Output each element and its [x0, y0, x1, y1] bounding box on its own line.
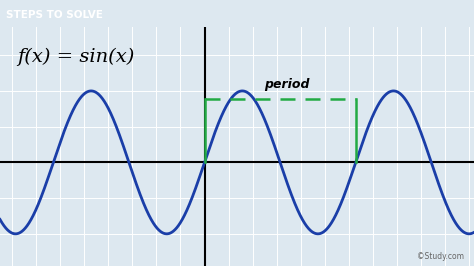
Text: STEPS TO SOLVE: STEPS TO SOLVE [6, 10, 102, 20]
Text: ©Study.com: ©Study.com [418, 252, 465, 261]
Text: period: period [264, 78, 310, 91]
Text: f(x) = sin(x): f(x) = sin(x) [17, 48, 134, 66]
